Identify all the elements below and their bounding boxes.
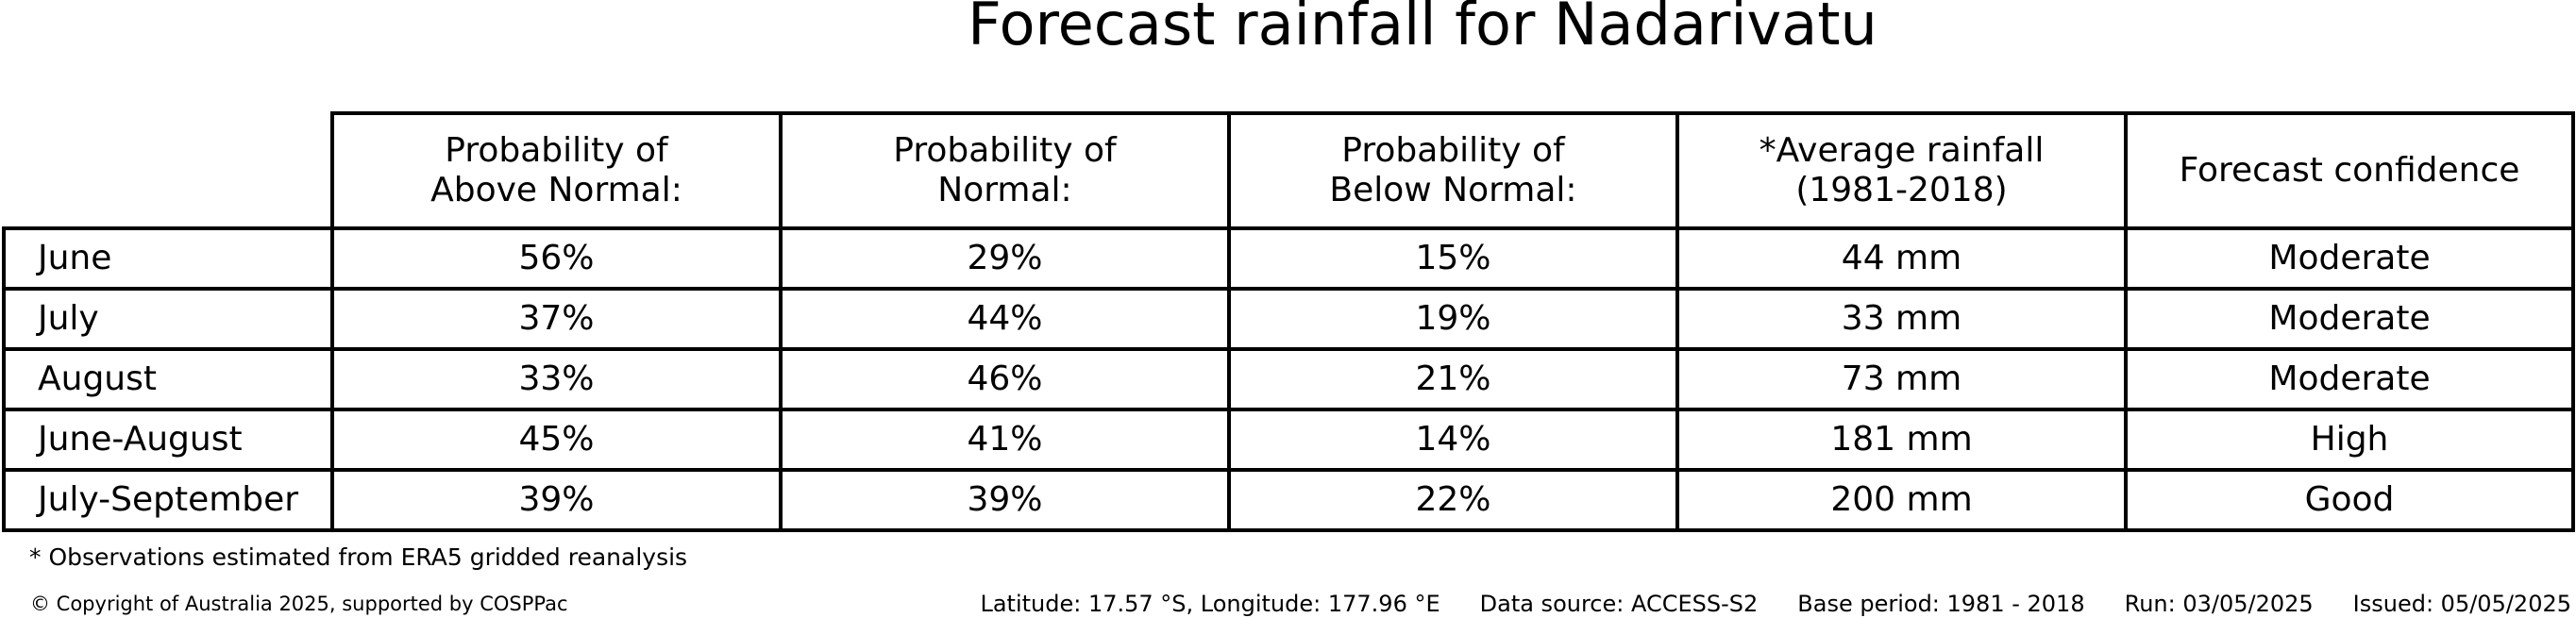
header-line: (1981-2018) [1795, 171, 2008, 209]
header-line: Probability of [445, 131, 668, 170]
header-line: Below Normal: [1329, 171, 1577, 209]
normal-cell: 41% [779, 408, 1231, 472]
average-rainfall-cell: 33 mm [1675, 287, 2128, 351]
header-line: *Average rainfall [1759, 131, 2045, 170]
header-normal: Probability of Normal: [779, 111, 1231, 230]
table-corner-cell [4, 113, 334, 230]
average-rainfall-cell: 200 mm [1675, 468, 2128, 532]
header-line: Normal: [937, 171, 1072, 209]
run-date-info: Run: 03/05/2025 [2124, 591, 2314, 617]
metadata-footer: Latitude: 17.57 °S, Longitude: 177.96 °E… [980, 590, 2571, 618]
above-normal-cell: 45% [330, 408, 783, 472]
issued-date-info: Issued: 05/05/2025 [2352, 591, 2571, 617]
header-forecast-confidence: Forecast confidence [2124, 111, 2575, 230]
data-source-info: Data source: ACCESS-S2 [1479, 591, 1759, 617]
header-line: Probability of [1341, 131, 1565, 170]
above-normal-cell: 33% [330, 347, 783, 411]
above-normal-cell: 56% [330, 226, 783, 291]
normal-cell: 44% [779, 287, 1231, 351]
average-rainfall-cell: 73 mm [1675, 347, 2128, 411]
table-row: June-August 45% 41% 14% 181 mm High [2, 408, 2575, 472]
base-period-info: Base period: 1981 - 2018 [1797, 591, 2085, 617]
average-rainfall-cell: 181 mm [1675, 408, 2128, 472]
average-rainfall-cell: 44 mm [1675, 226, 2128, 291]
copyright-notice: © Copyright of Australia 2025, supported… [30, 593, 568, 615]
table-row: August 33% 46% 21% 73 mm Moderate [2, 347, 2575, 411]
normal-cell: 46% [779, 347, 1231, 411]
header-line: Above Normal: [430, 171, 682, 209]
above-normal-cell: 37% [330, 287, 783, 351]
table-row: June 56% 29% 15% 44 mm Moderate [2, 226, 2575, 291]
footnote: * Observations estimated from ERA5 gridd… [29, 543, 688, 571]
forecast-table: Probability of Above Normal: Probability… [2, 111, 2575, 532]
confidence-cell: Moderate [2124, 347, 2575, 411]
below-normal-cell: 19% [1227, 287, 1679, 351]
confidence-cell: Moderate [2124, 226, 2575, 291]
table-row: July 37% 44% 19% 33 mm Moderate [2, 287, 2575, 351]
header-below-normal: Probability of Below Normal: [1227, 111, 1679, 230]
header-line: Probability of [893, 131, 1117, 170]
location-info: Latitude: 17.57 °S, Longitude: 177.96 °E [980, 591, 1440, 617]
header-average-rainfall: *Average rainfall (1981-2018) [1675, 111, 2128, 230]
period-cell: August [2, 347, 334, 411]
period-cell: June-August [2, 408, 334, 472]
above-normal-cell: 39% [330, 468, 783, 532]
normal-cell: 29% [779, 226, 1231, 291]
normal-cell: 39% [779, 468, 1231, 532]
period-cell: June [2, 226, 334, 291]
below-normal-cell: 22% [1227, 468, 1679, 532]
below-normal-cell: 14% [1227, 408, 1679, 472]
table-row: July-September 39% 39% 22% 200 mm Good [2, 468, 2575, 532]
confidence-cell: Moderate [2124, 287, 2575, 351]
header-line: Forecast confidence [2179, 151, 2520, 190]
confidence-cell: High [2124, 408, 2575, 472]
below-normal-cell: 21% [1227, 347, 1679, 411]
confidence-cell: Good [2124, 468, 2575, 532]
header-above-normal: Probability of Above Normal: [330, 111, 783, 230]
table-header-row: Probability of Above Normal: Probability… [4, 111, 2575, 230]
period-cell: July-September [2, 468, 334, 532]
page-title: Forecast rainfall for Nadarivatu [968, 0, 1877, 58]
period-cell: July [2, 287, 334, 351]
below-normal-cell: 15% [1227, 226, 1679, 291]
